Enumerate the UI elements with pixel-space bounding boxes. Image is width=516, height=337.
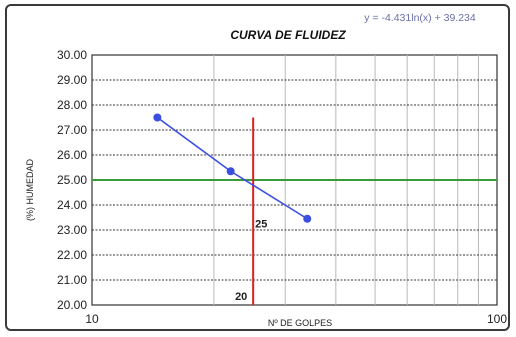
y-tick-label: 22.00 [57,248,87,262]
annotation-label: 25 [255,219,267,231]
reference-lines [92,117,497,305]
data-point [303,214,312,223]
y-tick-label: 23.00 [57,223,87,237]
y-tick-label: 24.00 [57,198,87,212]
chart-title: CURVA DE FLUIDEZ [230,28,346,42]
data-point [226,167,235,176]
y-tick-label: 30.00 [57,48,87,62]
y-tick-label: 20.00 [57,298,87,312]
data-point [153,113,162,122]
y-axis-ticks: 20.00 21.00 22.00 23.00 24.00 25.00 26.00 27.00… [57,48,87,312]
x-tick-label: 100 [487,312,507,326]
y-tick-label: 26.00 [57,148,87,162]
y-tick-label: 28.00 [57,98,87,112]
x-axis-label: Nº DE GOLPES [268,318,332,328]
y-tick-label: 21.00 [57,273,87,287]
y-tick-label: 29.00 [57,73,87,87]
series [153,113,312,223]
x-axis-ticks: 10 100 [85,312,507,326]
annotations: 25 20 [235,219,267,304]
y-tick-label: 25.00 [57,173,87,187]
annotation-label: 20 [235,291,247,303]
x-tick-label: 10 [85,312,99,326]
y-tick-label: 27.00 [57,123,87,137]
y-axis-label: (%) HUMEDAD [25,159,35,221]
trendline-equation: y = -4.431ln(x) + 39.234 [364,12,476,24]
